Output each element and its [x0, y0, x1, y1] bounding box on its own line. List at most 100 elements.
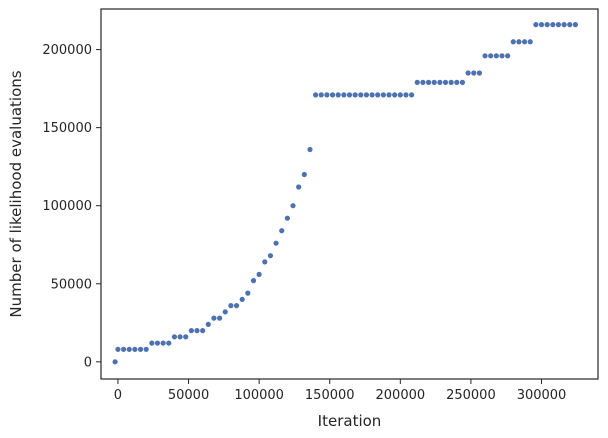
data-point: [132, 346, 138, 352]
data-point: [279, 228, 285, 234]
data-point: [386, 92, 392, 98]
data-point: [335, 92, 341, 98]
data-point: [267, 253, 274, 259]
data-point: [420, 79, 426, 85]
data-point: [352, 92, 358, 98]
data-point: [527, 39, 533, 45]
data-point: [538, 22, 545, 28]
y-axis-label: Number of likelihood evaluations: [7, 70, 25, 317]
data-point: [273, 240, 279, 246]
data-point: [437, 79, 443, 85]
y-tick-label: 200000: [42, 43, 92, 58]
data-point: [471, 70, 477, 76]
data-point: [555, 22, 562, 28]
data-point: [183, 334, 189, 340]
data-point: [112, 359, 118, 365]
data-point: [505, 53, 511, 59]
data-point: [425, 79, 432, 85]
data-point: [544, 22, 550, 28]
data-point: [120, 346, 127, 352]
data-point: [301, 171, 307, 178]
plot-frame: [100, 8, 599, 380]
y-tick-label: 100000: [42, 199, 92, 214]
data-point: [126, 346, 132, 352]
data-points: [112, 22, 579, 365]
data-point: [409, 92, 415, 98]
x-tick-label: 250000: [446, 388, 496, 403]
data-point: [143, 346, 149, 352]
data-point: [448, 79, 454, 85]
y-tick-label: 50000: [51, 277, 92, 292]
data-point: [205, 321, 211, 327]
data-point: [482, 53, 488, 59]
data-point: [403, 92, 409, 98]
data-point: [211, 315, 217, 321]
data-point: [228, 303, 234, 309]
data-point: [442, 79, 449, 85]
data-point: [358, 92, 364, 98]
data-point: [166, 340, 172, 346]
data-point: [493, 53, 499, 59]
data-point: [510, 39, 516, 45]
data-point: [313, 92, 319, 98]
data-point: [154, 340, 161, 346]
data-point: [200, 328, 206, 334]
x-axis-label: Iteration: [318, 412, 382, 430]
data-point: [516, 39, 522, 45]
data-point: [324, 92, 330, 98]
data-point: [256, 271, 262, 278]
data-point: [296, 184, 302, 190]
data-point: [499, 53, 505, 59]
data-point: [561, 22, 567, 28]
data-point: [369, 92, 375, 98]
axis-ticks: 0 50000 100000 150000 200000 250000 300000 0 500…: [42, 43, 566, 403]
data-point: [160, 340, 166, 346]
data-point: [572, 22, 579, 28]
y-tick-label: 0: [84, 355, 92, 370]
data-point: [459, 79, 466, 85]
data-point: [245, 290, 251, 296]
x-tick-label: 100000: [234, 388, 284, 403]
data-point: [431, 79, 437, 85]
x-tick-label: 0: [114, 388, 122, 403]
data-point: [239, 296, 245, 302]
data-point: [397, 92, 403, 98]
data-point: [177, 334, 183, 340]
data-point: [346, 92, 353, 98]
x-tick-label: 300000: [517, 388, 567, 403]
data-point: [250, 278, 257, 284]
data-point: [567, 22, 573, 28]
data-point: [222, 309, 228, 315]
data-point: [217, 315, 223, 321]
data-point: [533, 22, 539, 28]
data-point: [318, 92, 324, 98]
data-point: [307, 146, 313, 153]
data-point: [414, 79, 420, 85]
data-point: [392, 92, 398, 98]
data-point: [233, 303, 240, 309]
data-point: [380, 92, 386, 98]
data-point: [363, 92, 370, 98]
data-point: [290, 203, 296, 209]
data-point: [329, 92, 336, 98]
data-point: [262, 259, 268, 265]
x-tick-label: 200000: [376, 388, 426, 403]
data-point: [171, 334, 178, 340]
data-point: [188, 328, 194, 334]
data-point: [488, 53, 494, 59]
data-point: [550, 22, 556, 28]
data-point: [137, 346, 144, 352]
data-point: [454, 79, 460, 85]
data-point: [115, 346, 121, 352]
data-point: [194, 328, 200, 334]
data-point: [476, 70, 482, 76]
x-tick-label: 50000: [168, 388, 209, 403]
data-point: [341, 92, 347, 98]
y-tick-label: 150000: [42, 121, 92, 136]
data-point: [284, 215, 290, 221]
data-point: [375, 92, 381, 98]
data-point: [149, 340, 155, 346]
x-tick-label: 150000: [305, 388, 355, 403]
data-point: [521, 39, 528, 45]
